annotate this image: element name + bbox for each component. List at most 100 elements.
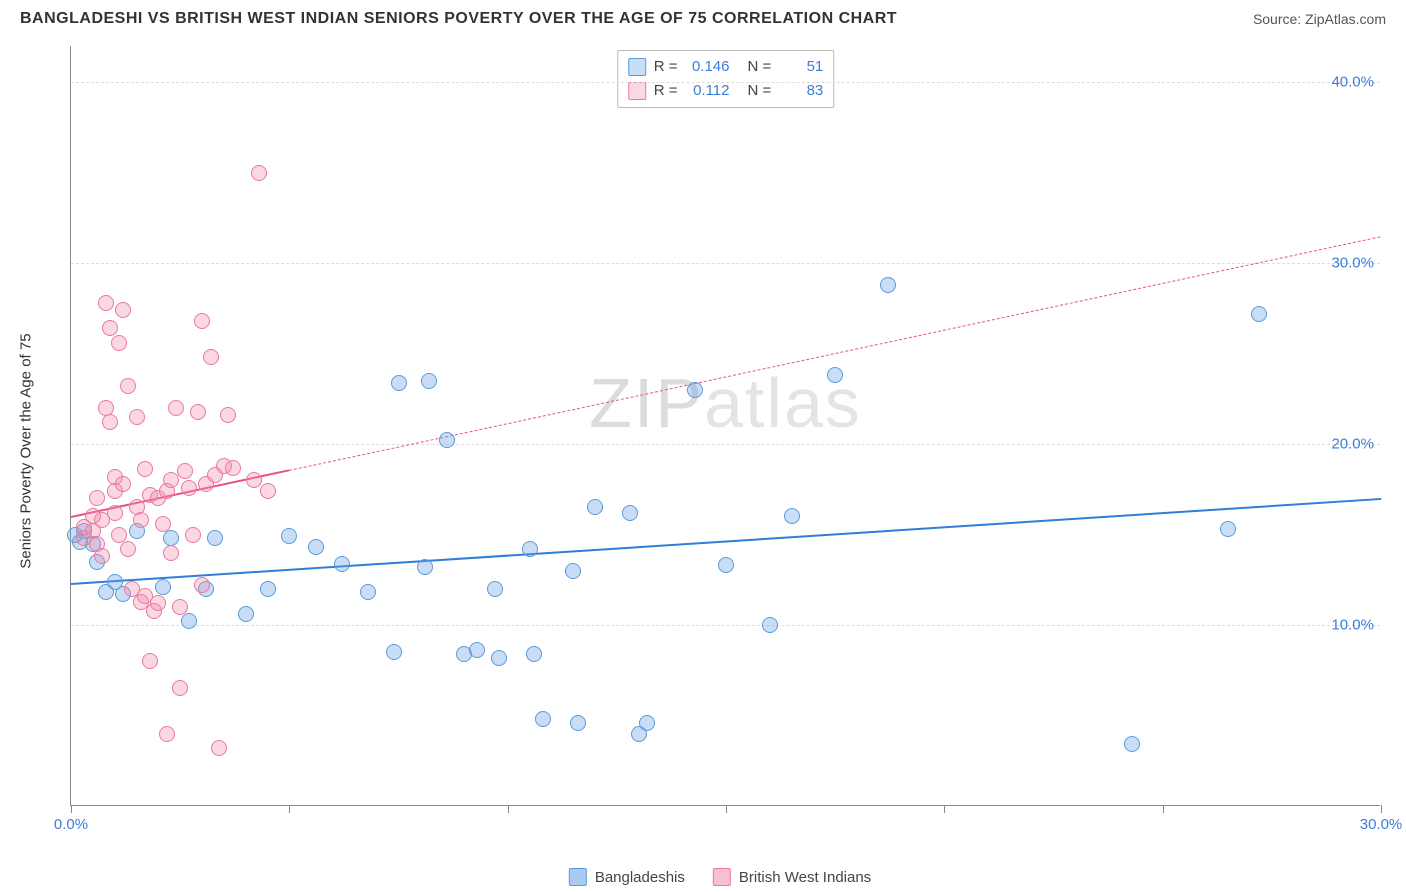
data-point <box>360 584 376 600</box>
x-tick <box>1381 805 1382 813</box>
data-point <box>190 404 206 420</box>
legend-label: Bangladeshis <box>595 869 685 886</box>
data-point <box>421 373 437 389</box>
data-point <box>181 480 197 496</box>
legend-item: British West Indians <box>713 868 871 886</box>
data-point <box>159 726 175 742</box>
x-tick <box>508 805 509 813</box>
data-point <box>491 650 507 666</box>
data-point <box>535 711 551 727</box>
data-point <box>386 644 402 660</box>
data-point <box>111 335 127 351</box>
data-point <box>439 432 455 448</box>
data-point <box>194 313 210 329</box>
legend-swatch <box>713 868 731 886</box>
data-point <box>1220 521 1236 537</box>
series-swatch <box>628 58 646 76</box>
r-value: 0.146 <box>686 55 730 79</box>
data-point <box>784 508 800 524</box>
data-point <box>185 527 201 543</box>
y-tick-label: 30.0% <box>1331 255 1374 272</box>
data-point <box>417 559 433 575</box>
gridline <box>71 625 1380 626</box>
data-point <box>168 400 184 416</box>
watermark: ZIPatlas <box>589 363 862 443</box>
y-axis-label: Seniors Poverty Over the Age of 75 <box>18 333 35 568</box>
data-point <box>526 646 542 662</box>
data-point <box>281 528 297 544</box>
data-point <box>102 414 118 430</box>
data-point <box>120 378 136 394</box>
data-point <box>762 617 778 633</box>
data-point <box>639 715 655 731</box>
data-point <box>163 545 179 561</box>
x-tick <box>944 805 945 813</box>
legend-swatch <box>569 868 587 886</box>
data-point <box>391 375 407 391</box>
data-point <box>172 599 188 615</box>
gridline <box>71 263 1380 264</box>
gridline <box>71 82 1380 83</box>
chart-title: BANGLADESHI VS BRITISH WEST INDIAN SENIO… <box>20 10 897 28</box>
data-point <box>587 499 603 515</box>
data-point <box>220 407 236 423</box>
data-point <box>203 349 219 365</box>
x-tick <box>726 805 727 813</box>
data-point <box>827 367 843 383</box>
data-point <box>260 483 276 499</box>
data-point <box>142 653 158 669</box>
correlation-stats-box: R =0.146N =51R =0.112N =83 <box>617 50 835 108</box>
y-tick-label: 40.0% <box>1331 74 1374 91</box>
data-point <box>469 642 485 658</box>
chart-header: BANGLADESHI VS BRITISH WEST INDIAN SENIO… <box>0 0 1406 34</box>
data-point <box>718 557 734 573</box>
data-point <box>111 527 127 543</box>
data-point <box>120 541 136 557</box>
data-point <box>207 530 223 546</box>
n-label: N = <box>748 55 772 79</box>
data-point <box>102 320 118 336</box>
data-point <box>98 295 114 311</box>
data-point <box>238 606 254 622</box>
data-point <box>129 409 145 425</box>
data-point <box>225 460 241 476</box>
data-point <box>94 548 110 564</box>
chart-source: Source: ZipAtlas.com <box>1253 11 1386 27</box>
plot-area: ZIPatlas R =0.146N =51R =0.112N =83 10.0… <box>70 46 1380 806</box>
r-label: R = <box>654 55 678 79</box>
stats-row: R =0.146N =51 <box>628 55 824 79</box>
x-tick <box>71 805 72 813</box>
gridline <box>71 444 1380 445</box>
data-point <box>1124 736 1140 752</box>
legend: Bangladeshis British West Indians <box>569 868 871 886</box>
data-point <box>687 382 703 398</box>
data-point <box>115 476 131 492</box>
legend-label: British West Indians <box>739 869 871 886</box>
data-point <box>622 505 638 521</box>
data-point <box>115 302 131 318</box>
data-point <box>570 715 586 731</box>
series-swatch <box>628 82 646 100</box>
data-point <box>487 581 503 597</box>
x-tick <box>1163 805 1164 813</box>
data-point <box>565 563 581 579</box>
data-point <box>334 556 350 572</box>
data-point <box>522 541 538 557</box>
y-tick-label: 10.0% <box>1331 617 1374 634</box>
x-tick-label: 30.0% <box>1360 816 1403 833</box>
data-point <box>260 581 276 597</box>
data-point <box>880 277 896 293</box>
data-point <box>194 577 210 593</box>
data-point <box>89 490 105 506</box>
data-point <box>211 740 227 756</box>
data-point <box>308 539 324 555</box>
data-point <box>181 613 197 629</box>
data-point <box>172 680 188 696</box>
y-tick-label: 20.0% <box>1331 436 1374 453</box>
data-point <box>137 461 153 477</box>
x-tick <box>289 805 290 813</box>
data-point <box>177 463 193 479</box>
data-point <box>155 516 171 532</box>
data-point <box>155 579 171 595</box>
x-tick-label: 0.0% <box>54 816 88 833</box>
